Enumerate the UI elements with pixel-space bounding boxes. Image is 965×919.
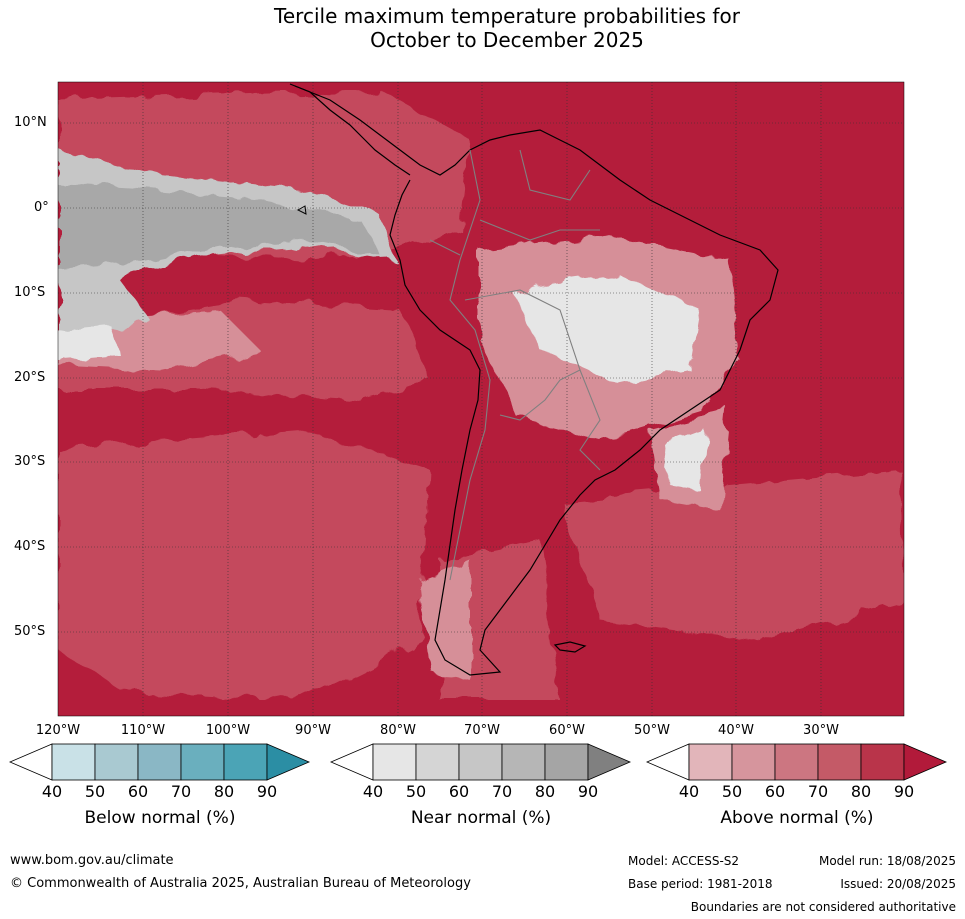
falkland-islands — [553, 641, 587, 653]
colorbar-above-segment — [817, 743, 862, 781]
colorbar-near-high-arrow — [587, 743, 632, 781]
colorbar-below-segment — [223, 743, 268, 781]
lat-label-40s: 40°S — [14, 539, 46, 554]
colorbar-near-low-arrow — [329, 743, 374, 781]
colorbar-above-tick: 80 — [850, 782, 872, 801]
country-borders — [429, 149, 601, 581]
galapagos-islands — [296, 205, 307, 215]
south-america-coastline — [294, 85, 779, 676]
colorbar-near-tick: 80 — [534, 782, 556, 801]
colorbar-near-segment — [372, 743, 417, 781]
colorbar-above-tick: 50 — [721, 782, 743, 801]
colorbar-above-segment — [860, 743, 905, 781]
colorbar-below-tick: 80 — [213, 782, 235, 801]
near-normal-light-north — [58, 325, 120, 360]
lat-label-30s: 30°S — [14, 454, 46, 469]
lon-label-80w: 80°W — [380, 723, 416, 738]
colorbar-below-high-arrow — [266, 743, 311, 781]
lon-label-110w: 110°W — [120, 723, 166, 738]
colorbar-near-tick: 60 — [448, 782, 470, 801]
lon-label-40w: 40°W — [718, 723, 754, 738]
near-normal-light-atlantic — [665, 430, 705, 490]
map-title: Tercile maximum temperature probabilitie… — [0, 4, 965, 52]
lat-label-10n: 10°N — [14, 115, 47, 130]
colorbar-near-tick: 90 — [577, 782, 599, 801]
lat-label-0: 0° — [34, 200, 49, 215]
colorbar-below-tick: 40 — [41, 782, 63, 801]
footer-website: www.bom.gov.au/climate — [10, 853, 174, 868]
above-mid-region-south-atlantic — [560, 470, 904, 640]
central-america-coastline — [289, 83, 411, 176]
colorbar-below-segment — [137, 743, 182, 781]
graticule — [58, 82, 904, 716]
colorbar-near-segment — [458, 743, 503, 781]
colorbar-above-low-arrow — [645, 743, 690, 781]
legend-label-near: Near normal (%) — [410, 808, 552, 828]
colorbar-near-tick: 50 — [405, 782, 427, 801]
title-line-2: October to December 2025 — [370, 28, 644, 52]
lat-label-10s: 10°S — [14, 285, 46, 300]
footer-base-period: Base period: 1981-2018 — [628, 877, 773, 891]
colorbar-below-tick: 60 — [127, 782, 149, 801]
footer-model-run: Model run: 18/08/2025 — [818, 854, 956, 868]
colorbar-above-tick: 40 — [678, 782, 700, 801]
lat-label-50s: 50°S — [14, 624, 46, 639]
colorbar-near-segment — [544, 743, 589, 781]
near-normal-light-brazil — [510, 275, 700, 385]
colorbar-below-tick: 70 — [170, 782, 192, 801]
lon-label-60w: 60°W — [549, 723, 585, 738]
lon-label-70w: 70°W — [464, 723, 500, 738]
near-normal-dark-region — [58, 185, 380, 270]
lat-label-20s: 20°S — [14, 370, 46, 385]
footer-copyright: © Commonwealth of Australia 2025, Austra… — [10, 876, 471, 891]
lon-label-50w: 50°W — [634, 723, 670, 738]
title-line-1: Tercile maximum temperature probabilitie… — [274, 4, 740, 28]
colorbar-above-segment — [774, 743, 819, 781]
lon-label-100w: 100°W — [205, 723, 251, 738]
above-mid-region-south-pacific — [58, 430, 430, 700]
legend-label-above: Above normal (%) — [720, 808, 874, 828]
colorbar-below-tick: 90 — [256, 782, 278, 801]
lon-label-120w: 120°W — [35, 723, 81, 738]
colorbar-near-tick: 70 — [491, 782, 513, 801]
colorbar-below-segment — [180, 743, 225, 781]
colorbar-below-segment — [94, 743, 139, 781]
colorbar-near-tick: 40 — [362, 782, 384, 801]
lon-label-30w: 30°W — [803, 723, 839, 738]
colorbar-below-segment — [51, 743, 96, 781]
colorbar-near-segment — [501, 743, 546, 781]
colorbar-above-high-arrow — [903, 743, 948, 781]
lon-label-90w: 90°W — [295, 723, 331, 738]
colorbar-above-tick: 60 — [764, 782, 786, 801]
colorbar-near-segment — [415, 743, 460, 781]
colorbar-above-tick: 70 — [807, 782, 829, 801]
footer-issued: Issued: 20/08/2025 — [840, 877, 956, 891]
colorbar-below-tick: 50 — [84, 782, 106, 801]
colorbar-above-tick: 90 — [893, 782, 915, 801]
footer-disclaimer: Boundaries are not considered authoritat… — [690, 900, 956, 914]
legend-label-below: Below normal (%) — [84, 808, 236, 828]
colorbar-above-segment — [731, 743, 776, 781]
above-light-region-chile — [420, 560, 470, 680]
colorbar-below-low-arrow — [8, 743, 53, 781]
colorbar-above-segment — [688, 743, 733, 781]
footer-model: Model: ACCESS-S2 — [628, 854, 740, 868]
